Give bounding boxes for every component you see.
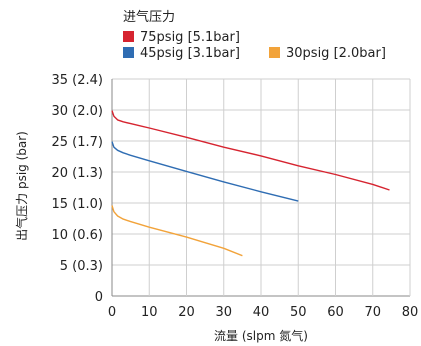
legend-title: 进气压力 [123, 9, 175, 25]
y-axis-label: 出气压力 psig (bar) [14, 131, 29, 241]
x-tick-label: 10 [141, 305, 158, 320]
legend-swatch [123, 47, 134, 58]
x-tick-label: 70 [364, 305, 381, 320]
series-line-2 [111, 141, 299, 202]
y-tick-label: 30 (2.0) [52, 104, 104, 119]
grid [111, 78, 411, 297]
y-tick-label: 35 (2.4) [52, 73, 104, 88]
y-tick-label: 5 (0.3) [60, 259, 103, 274]
legend-swatch [269, 47, 280, 58]
y-tick-label: 25 (1.7) [52, 135, 104, 150]
series-lines [111, 110, 390, 257]
legend-label: 30psig [2.0bar] [286, 46, 386, 61]
y-tick-label: 20 (1.3) [52, 166, 104, 181]
x-tick-label: 80 [402, 305, 419, 320]
legend-label: 45psig [3.1bar] [140, 46, 240, 61]
x-tick-label: 60 [327, 305, 344, 320]
y-tick-label: 0 [95, 290, 103, 305]
x-tick-label: 40 [253, 305, 270, 320]
series-line-3 [111, 205, 243, 257]
y-tick-label: 10 (0.6) [52, 228, 104, 243]
x-axis-ticks: 0 10 20 30 40 50 60 70 80 [108, 305, 418, 320]
x-tick-label: 0 [108, 305, 116, 320]
x-tick-label: 30 [215, 305, 232, 320]
x-tick-label: 20 [178, 305, 195, 320]
y-tick-label: 15 (1.0) [52, 197, 104, 212]
series-line-1 [111, 110, 390, 191]
legend-swatch [123, 31, 134, 42]
x-tick-label: 50 [290, 305, 307, 320]
x-axis-label: 流量 (slpm 氮气) [214, 328, 308, 343]
y-axis-ticks: 0 5 (0.3) 10 (0.6) 15 (1.0) 20 (1.3) 25 (1.7)… [52, 73, 104, 305]
legend-label: 75psig [5.1bar] [140, 30, 240, 45]
legend: 75psig [5.1bar]45psig [3.1bar] 30psig [2.… [123, 30, 386, 61]
